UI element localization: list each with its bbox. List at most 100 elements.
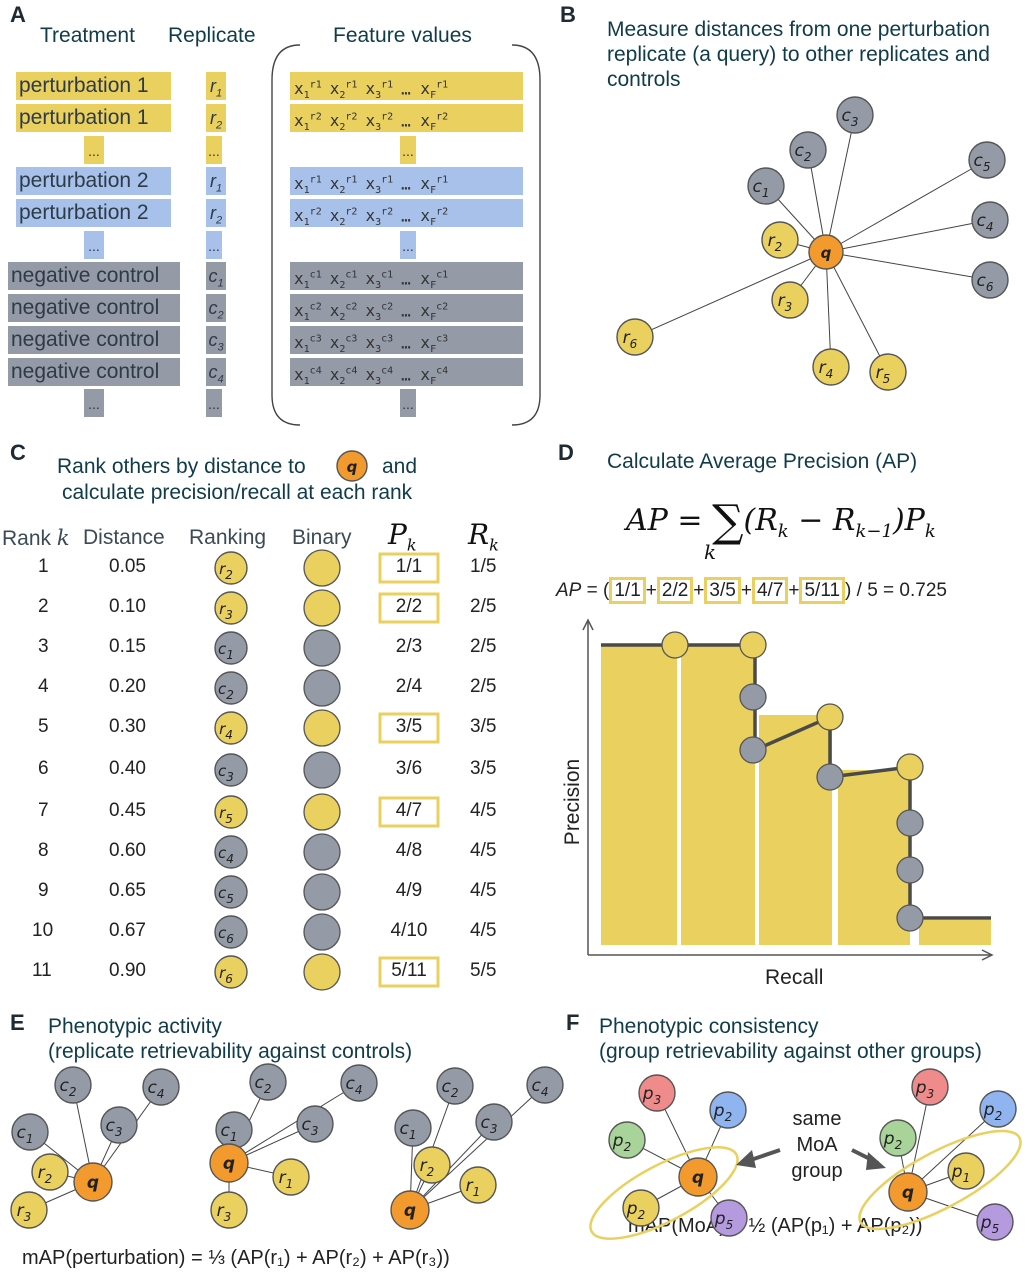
precision-value: 1/1 [395, 556, 423, 577]
title-query-node-label: q [347, 458, 358, 476]
replicate-label: r1 [206, 167, 226, 195]
moa-group-label: same MoA group [791, 1108, 843, 1182]
precision-value: 2/3 [395, 636, 423, 657]
panel-e-title-line1: Phenotypic activity [48, 1015, 222, 1038]
ranking-node-c6-circle [214, 915, 248, 949]
f1-query-node-circle [678, 1157, 718, 1197]
recall-value: 5/5 [470, 960, 497, 981]
replicate-label: r2 [206, 104, 226, 132]
edge-q-c3 [825, 114, 856, 253]
rank-value: 4 [38, 676, 49, 697]
distance-value: 0.65 [109, 880, 146, 901]
rank-value: 1 [38, 556, 49, 577]
left-bracket [271, 44, 301, 426]
moa-group-ellipse [589, 1145, 739, 1241]
node-c4-circle [971, 201, 1009, 239]
f-edge-p2 [907, 1108, 999, 1193]
precision-value: 2/2 [395, 596, 423, 617]
panel-e-title-line2: (replicate retrievability against contro… [48, 1039, 413, 1063]
precision-box [378, 592, 440, 624]
e2-query-node-label: q [223, 1154, 235, 1174]
ranking-node-r6-circle [214, 955, 248, 989]
f2-node-p5-circle [976, 1203, 1014, 1241]
pr-point [739, 736, 767, 764]
ranking-header: Ranking [189, 526, 267, 549]
feature-row: x1r1 x2r1 x3r1… xFr1 [290, 72, 523, 102]
binary-dot [303, 589, 341, 627]
treatment-label: negative control [8, 262, 180, 290]
pr-point [896, 753, 924, 781]
replicate-label: c4 [206, 358, 226, 386]
replicate-ellipsis: ... [206, 389, 222, 417]
e3-query-node-circle [390, 1190, 430, 1230]
arrow-right-head [866, 1152, 886, 1170]
ap-prefix: AP [556, 580, 582, 601]
feature-row: x1c1 x2c1 x3c1… xFc1 [290, 262, 523, 292]
panel-c-title-line1b: and [382, 455, 418, 478]
ap-computation: AP = (1/1 +2/2 +3/5 +4/7 +5/11) / 5 = 0.725 [556, 577, 947, 604]
treatment-label: negative control [8, 358, 180, 386]
precision-box [378, 956, 440, 988]
f2-node-p3-circle [911, 1068, 949, 1106]
f1-node-p2-circle [709, 1091, 747, 1129]
node-r3-circle [771, 281, 809, 319]
precision-bar [759, 715, 832, 945]
replicate-label: c2 [206, 294, 226, 322]
node-c3-circle [836, 96, 874, 134]
ranking-node-r3-circle [214, 591, 248, 625]
pr-point [661, 631, 689, 659]
replicate-ellipsis: ... [206, 136, 222, 164]
panel-b-title-line3: controls [607, 67, 681, 91]
panel-letter-b: B [560, 2, 576, 27]
e2-node-r3-circle [210, 1191, 248, 1229]
ap-formula-sum-index: k [704, 540, 717, 564]
f1-node-p2-circle [622, 1189, 660, 1227]
e2-node-c2-circle [249, 1063, 287, 1101]
e1-node-c1-circle [11, 1113, 49, 1151]
binary-header: Binary [292, 526, 352, 549]
recall-value: 3/5 [470, 716, 497, 737]
x-axis-arrow [981, 949, 994, 961]
node-r5-circle [869, 353, 907, 391]
recall-value: 4/5 [470, 800, 497, 821]
binary-dot [303, 549, 341, 587]
panel-f-title-line2: (group retrievability against other grou… [599, 1039, 982, 1063]
rk-header: Rk [468, 518, 499, 555]
ap-formula: AP = ∑(Rk − Rk−1)Pk [626, 496, 936, 547]
ranking-node-c5-circle [214, 875, 248, 909]
edge-q-r4 [825, 251, 832, 368]
f2-node-p2-circle [979, 1090, 1017, 1128]
x-axis-label: Recall [765, 966, 824, 989]
ranking-node-c2-circle [214, 671, 248, 705]
precision-value: 5/11 [391, 960, 427, 981]
arrow-left-head [736, 1150, 756, 1168]
e2-node-r1-circle [272, 1158, 310, 1196]
treatment-label: perturbation 1 [16, 104, 171, 132]
precision-bar [919, 920, 991, 945]
panel-f-title-line1: Phenotypic consistency [599, 1015, 819, 1038]
panel-b-title-line2: replicate (a query) to other replicates … [607, 42, 990, 66]
rank-header: Rank k [2, 526, 70, 550]
replicate-ellipsis: ... [206, 231, 222, 259]
e2-node-c4-circle [340, 1064, 378, 1102]
ranking-node-c4-circle [214, 835, 248, 869]
f1-node-p5-circle [710, 1199, 748, 1237]
panel-c-title-line1a: Rank others by distance to [57, 455, 306, 478]
e1-node-r3-circle [10, 1191, 48, 1229]
e3-node-c2-circle [436, 1067, 474, 1105]
panel-e-title: Phenotypic activity (replicate retrievab… [48, 1015, 412, 1065]
replicate-label: c1 [206, 262, 226, 290]
rank-value: 11 [32, 960, 52, 981]
distance-value: 0.10 [109, 596, 146, 617]
e1-node-c4-circle [142, 1068, 180, 1106]
binary-dot [303, 833, 341, 871]
rank-value: 10 [32, 920, 54, 941]
feature-row: x1c4 x2c4 x3c4… xFc4 [290, 358, 523, 388]
rank-value: 5 [38, 716, 49, 737]
treatment-label: negative control [8, 294, 180, 322]
e3-node-r1-circle [459, 1166, 497, 1204]
ranking-node-c1-circle [214, 631, 248, 665]
e1-node-c3-circle [100, 1106, 138, 1144]
right-bracket [511, 44, 541, 426]
feature-ellipsis: ... [400, 231, 416, 259]
